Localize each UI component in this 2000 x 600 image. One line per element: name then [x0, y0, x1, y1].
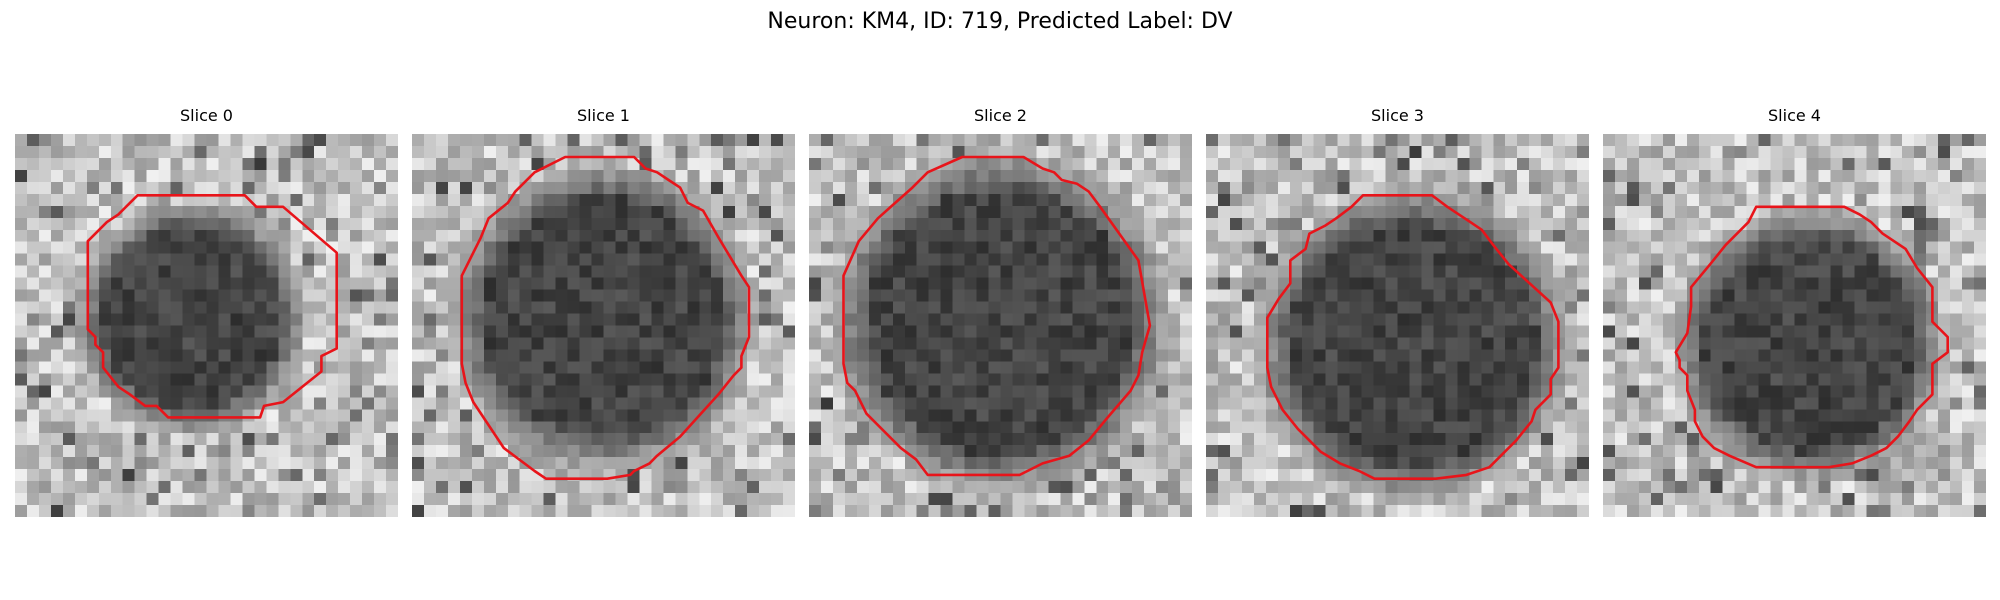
- slice-title: Slice 0: [180, 106, 233, 125]
- pixel-grid: [1603, 134, 1986, 517]
- slice-title: Slice 4: [1768, 106, 1821, 125]
- cell-contour: [1265, 193, 1560, 481]
- slice-image: [1206, 134, 1589, 517]
- slice-title: Slice 2: [974, 106, 1027, 125]
- slice-panel-3: Slice 3: [1206, 105, 1589, 517]
- slice-panel-0: Slice 0: [15, 105, 398, 517]
- figure-title: Neuron: KM4, ID: 719, Predicted Label: D…: [767, 9, 1233, 34]
- slice-image: [15, 134, 398, 517]
- slice-title: Slice 3: [1371, 106, 1424, 125]
- slice-panel-4: Slice 4: [1603, 105, 1986, 517]
- slice-image: [412, 134, 795, 517]
- slice-image: [1603, 134, 1986, 517]
- pixel-grid: [412, 134, 795, 517]
- slice-panel-2: Slice 2: [809, 105, 1192, 517]
- slice-image: [809, 134, 1192, 517]
- cell-contour: [1674, 205, 1950, 469]
- pixel-grid: [809, 134, 1192, 517]
- slice-panel-1: Slice 1: [412, 105, 795, 517]
- cell-contour: [460, 155, 751, 481]
- pixel-grid: [15, 134, 398, 517]
- cell-contour: [86, 193, 339, 419]
- slice-title: Slice 1: [577, 106, 630, 125]
- pixel-grid: [1206, 134, 1589, 517]
- cell-contour: [842, 155, 1152, 477]
